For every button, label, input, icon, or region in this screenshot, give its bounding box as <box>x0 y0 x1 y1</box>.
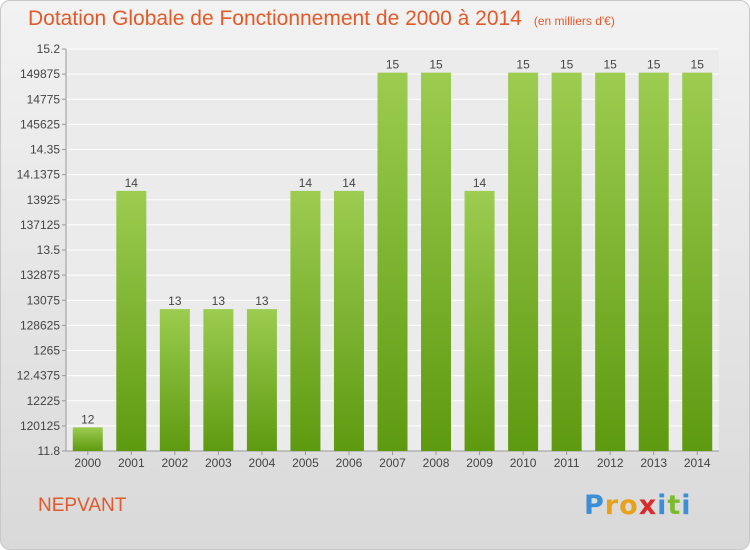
y-tick-label: 13925 <box>27 193 61 207</box>
y-tick-label: 1265 <box>33 344 60 358</box>
bar-value-label: 13 <box>255 294 269 308</box>
logo-letter: i <box>657 490 668 521</box>
x-tick-label: 2012 <box>597 456 624 470</box>
y-tick-label: 137125 <box>20 218 60 232</box>
bar <box>638 72 669 451</box>
logo-letter: x <box>638 490 658 521</box>
x-tick-label: 2013 <box>640 456 667 470</box>
y-tick-label: 12225 <box>27 394 61 408</box>
bar <box>159 309 190 451</box>
x-tick-label: 2010 <box>510 456 537 470</box>
y-tick-label: 128625 <box>20 318 60 332</box>
x-tick-label: 2006 <box>336 456 363 470</box>
logo-letter: o <box>619 490 639 521</box>
bar <box>116 190 147 451</box>
bar-value-label: 15 <box>429 58 443 72</box>
chart-subtitle: (en milliers d'€) <box>533 14 615 28</box>
y-tick-label: 15.2 <box>37 42 61 56</box>
y-tick-label: 149875 <box>20 67 60 81</box>
y-tick-label: 12.4375 <box>17 369 61 383</box>
bar-value-label: 15 <box>516 58 530 72</box>
bar-value-label: 13 <box>168 294 182 308</box>
x-tick-label: 2008 <box>423 456 450 470</box>
x-tick-label: 2007 <box>379 456 406 470</box>
bar-value-label: 13 <box>212 294 226 308</box>
logo-letter: r <box>604 490 620 521</box>
bar <box>290 190 321 451</box>
proxiti-logo: Proxiti <box>584 490 692 521</box>
bar <box>682 72 713 451</box>
x-tick-label: 2001 <box>118 456 145 470</box>
bar <box>246 309 277 451</box>
bar <box>72 427 103 451</box>
x-tick-label: 2004 <box>249 456 276 470</box>
bar <box>595 72 626 451</box>
bar-value-label: 14 <box>473 176 487 190</box>
chart-title: Dotation Globale de Fonctionnement de 20… <box>28 7 615 31</box>
x-tick-label: 2014 <box>684 456 711 470</box>
y-tick-label: 14.35 <box>30 143 60 157</box>
y-tick-label: 145625 <box>20 117 60 131</box>
bar-value-label: 14 <box>299 176 313 190</box>
bar <box>333 190 364 451</box>
bar-value-label: 15 <box>560 58 574 72</box>
x-tick-label: 2002 <box>161 456 188 470</box>
y-tick-label: 132875 <box>20 268 60 282</box>
commune-name: NEPVANT <box>38 495 127 516</box>
bar <box>508 72 539 451</box>
y-tick-label: 14775 <box>27 92 61 106</box>
bar-value-label: 15 <box>603 58 617 72</box>
x-tick-label: 2005 <box>292 456 319 470</box>
y-tick-label: 13.5 <box>37 243 61 257</box>
bar-value-label: 15 <box>647 58 661 72</box>
x-tick-label: 2003 <box>205 456 232 470</box>
bar <box>551 72 582 451</box>
logo-letter: P <box>584 490 605 521</box>
chart-title-text: Dotation Globale de Fonctionnement de 20… <box>28 7 522 30</box>
bar <box>203 309 234 451</box>
bar-value-label: 15 <box>386 58 400 72</box>
logo-letter: i <box>681 490 692 521</box>
x-tick-label: 2009 <box>466 456 493 470</box>
x-tick-label: 2011 <box>554 456 580 470</box>
y-tick-label: 14.1375 <box>17 168 61 182</box>
y-tick-label: 120125 <box>20 419 60 433</box>
bar <box>377 72 408 451</box>
bar-value-label: 14 <box>342 176 356 190</box>
y-tick-label: 11.8 <box>38 444 61 458</box>
bar-value-label: 15 <box>691 58 705 72</box>
y-tick-label: 13075 <box>27 293 61 307</box>
bar <box>464 190 495 451</box>
logo-letter: t <box>667 490 682 521</box>
bar-value-label: 14 <box>125 176 139 190</box>
bar-value-label: 12 <box>81 412 95 426</box>
bar <box>421 72 452 451</box>
x-tick-label: 2000 <box>74 456 101 470</box>
